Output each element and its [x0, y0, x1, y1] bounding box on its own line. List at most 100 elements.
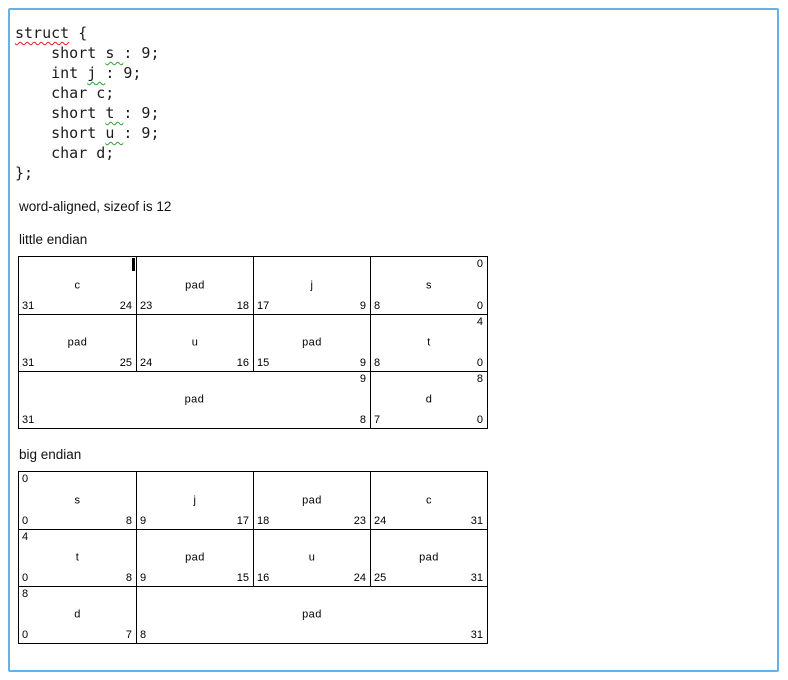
alignment-note: word-aligned, sizeof is 12 [19, 199, 172, 214]
bit-number-right: 0 [476, 300, 483, 312]
little-endian-label: little endian [19, 232, 88, 247]
bit-number-left: 7 [374, 414, 381, 426]
field-cell-t: t 8 0 4 [370, 315, 487, 371]
code-line: char d; [15, 143, 771, 163]
bit-number-left: 23 [140, 300, 153, 312]
field-name: j [310, 278, 314, 291]
bit-number-right: 15 [236, 572, 249, 584]
bit-number-left: 24 [374, 515, 387, 527]
field-name: pad [302, 336, 322, 349]
text-caret-artifact [132, 258, 135, 271]
bit-number-left: 31 [22, 357, 35, 369]
field-name: d [425, 393, 433, 406]
document-page: struct { short s : 9; int j : 9; char c;… [8, 8, 779, 672]
bit-number-left: 0 [22, 515, 29, 527]
bit-number-right: 0 [476, 414, 483, 426]
word-row: s 0 8 0 j 9 17 pad 18 23 c 24 31 [19, 472, 487, 529]
code-text: char d; [15, 144, 115, 162]
code-line: char c; [15, 83, 771, 103]
code-text: short [15, 124, 106, 142]
field-name: s [426, 278, 432, 291]
code-text: : 9; [123, 104, 160, 122]
bit-number-right: 25 [119, 357, 132, 369]
field-cell-j: j 9 17 [136, 472, 253, 529]
field-name: t [75, 551, 80, 564]
word-row: pad 31 25 u 24 16 pad 15 9 t 8 0 4 [19, 314, 487, 371]
code-line: short s : 9; [15, 43, 771, 63]
bit-number-right: 31 [470, 572, 483, 584]
code-text: }; [15, 164, 34, 182]
bit-number-left: 8 [140, 629, 147, 641]
bit-number-right: 24 [119, 300, 132, 312]
bit-number-right: 9 [359, 300, 366, 312]
bit-number-right: 16 [236, 357, 249, 369]
field-name: pad [302, 493, 322, 506]
field-name: pad [302, 608, 322, 621]
word-row: t 0 8 4 pad 9 15 u 16 24 pad 25 31 [19, 529, 487, 586]
field-cell-pad: pad 15 9 [253, 315, 370, 371]
byte-offset: 4 [22, 531, 29, 543]
field-cell-u: u 16 24 [253, 530, 370, 586]
byte-offset: 8 [22, 588, 29, 600]
field-cell-u: u 24 16 [136, 315, 253, 371]
field-name: d [74, 608, 81, 621]
bit-number-left: 17 [257, 300, 270, 312]
field-cell-pad: pad 31 8 9 [19, 372, 370, 428]
field-name: pad [185, 551, 205, 564]
field-name: pad [185, 278, 205, 291]
bit-number-right: 0 [476, 357, 483, 369]
code-text: : 9; [105, 64, 142, 82]
bit-number-right: 18 [236, 300, 249, 312]
spellcheck-green-squiggle: t [105, 104, 124, 122]
byte-offset: 0 [22, 473, 29, 485]
field-cell-pad: pad 9 15 [136, 530, 253, 586]
field-name: j [193, 493, 197, 506]
bit-number-left: 25 [374, 572, 387, 584]
corner-number-top-right: 0 [476, 258, 483, 270]
spellcheck-green-squiggle: u [105, 124, 124, 142]
bit-number-right: 9 [359, 357, 366, 369]
code-text: short [15, 44, 106, 62]
spellcheck-green-squiggle: j [87, 64, 106, 82]
field-cell-pad: pad 25 31 [370, 530, 487, 586]
bit-number-left: 16 [257, 572, 270, 584]
bit-number-left: 31 [22, 414, 35, 426]
code-text: { [69, 24, 88, 42]
field-cell-pad: pad 18 23 [253, 472, 370, 529]
bit-number-left: 8 [374, 357, 381, 369]
spellcheck-red-squiggle: struct [15, 24, 70, 42]
bit-number-right: 17 [236, 515, 249, 527]
code-text: int [15, 64, 88, 82]
bit-number-left: 0 [22, 572, 29, 584]
field-name: c [426, 493, 432, 506]
code-text: char c; [15, 84, 115, 102]
field-cell-s: s 0 8 0 [19, 472, 136, 529]
bit-number-left: 9 [140, 572, 147, 584]
code-block: struct { short s : 9; int j : 9; char c;… [15, 23, 771, 183]
field-cell-pad: pad 8 31 [136, 587, 487, 643]
field-cell-t: t 0 8 4 [19, 530, 136, 586]
bit-number-left: 0 [22, 629, 29, 641]
big-endian-table: s 0 8 0 j 9 17 pad 18 23 c 24 31 t 0 8 4 pad 9 15 u 16 24 pad 25… [18, 471, 488, 644]
bit-number-right: 8 [359, 414, 366, 426]
bit-number-right: 8 [125, 515, 132, 527]
bit-number-left: 31 [22, 300, 35, 312]
field-name: t [427, 336, 431, 349]
bit-number-right: 24 [353, 572, 366, 584]
word-row: pad 31 8 9 d 7 0 8 [19, 371, 487, 428]
bit-number-left: 9 [140, 515, 147, 527]
bit-number-right: 8 [125, 572, 132, 584]
field-name: pad [419, 551, 439, 564]
spellcheck-green-squiggle: s [105, 44, 124, 62]
code-line: short u : 9; [15, 123, 771, 143]
field-cell-d: d 0 7 8 [19, 587, 136, 643]
field-cell-s: s 8 0 0 [370, 257, 487, 314]
bit-number-left: 8 [374, 300, 381, 312]
field-name: pad [67, 336, 88, 349]
word-row: c 31 24 pad 23 18 j 17 9 s 8 0 0 [19, 257, 487, 314]
field-cell-pad: pad 23 18 [136, 257, 253, 314]
bit-number-right: 31 [470, 629, 483, 641]
bit-number-right: 7 [125, 629, 132, 641]
bit-number-left: 24 [140, 357, 153, 369]
code-line: int j : 9; [15, 63, 771, 83]
